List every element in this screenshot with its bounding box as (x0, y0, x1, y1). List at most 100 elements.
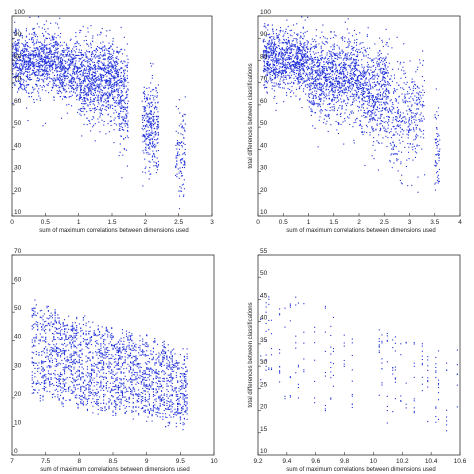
data-point (380, 113, 382, 116)
data-point (20, 86, 22, 88)
data-point (382, 95, 384, 97)
data-point (38, 88, 40, 90)
data-point (84, 103, 86, 105)
data-point (367, 27, 369, 29)
data-point (148, 170, 150, 172)
data-point (370, 87, 372, 89)
data-point (384, 90, 386, 92)
data-point (264, 23, 266, 25)
data-point (369, 74, 371, 76)
data-point (263, 84, 265, 86)
data-point (37, 54, 39, 56)
data-point (279, 78, 281, 80)
data-point (49, 37, 51, 39)
data-point (277, 45, 279, 47)
data-point (342, 85, 344, 87)
data-point (282, 52, 284, 55)
data-point (18, 29, 20, 31)
data-point (281, 71, 283, 73)
data-point (84, 76, 86, 78)
data-point (113, 119, 115, 121)
data-point (303, 62, 306, 64)
data-point (88, 51, 90, 53)
data-point (265, 48, 268, 50)
data-point (21, 83, 23, 86)
data-point (288, 40, 290, 42)
data-point (155, 86, 157, 89)
data-point (35, 74, 37, 76)
data-point (99, 57, 101, 59)
data-point (373, 78, 375, 80)
data-point (80, 86, 82, 88)
data-point (374, 111, 376, 113)
data-point (46, 44, 48, 46)
data-point (275, 76, 277, 78)
data-point (264, 40, 266, 42)
data-point (348, 83, 351, 85)
data-point (148, 144, 150, 146)
data-point (67, 59, 69, 61)
data-point (95, 97, 97, 99)
data-point (276, 60, 278, 62)
data-point (34, 64, 36, 66)
data-point (156, 115, 158, 117)
data-point (298, 73, 300, 75)
data-point (150, 90, 152, 93)
data-point (350, 73, 352, 75)
data-point (100, 32, 102, 34)
data-point (266, 87, 268, 89)
data-point (293, 49, 295, 51)
data-point (347, 97, 349, 99)
data-point (70, 90, 72, 92)
data-point (119, 125, 121, 127)
data-point (44, 61, 46, 64)
data-point (76, 66, 78, 68)
data-point (346, 28, 348, 30)
data-point (292, 54, 294, 56)
data-point (61, 69, 63, 71)
data-point (17, 39, 19, 41)
data-point (155, 90, 157, 92)
data-point (93, 111, 95, 113)
data-point (178, 142, 180, 144)
data-point (273, 72, 275, 74)
data-point (146, 98, 148, 101)
data-point (100, 112, 103, 114)
data-point (342, 64, 344, 66)
data-point (283, 78, 285, 81)
data-point (98, 57, 100, 59)
data-point (16, 63, 18, 65)
data-point (323, 82, 326, 84)
data-point (294, 66, 297, 68)
data-point (314, 77, 317, 79)
data-point (308, 101, 310, 103)
data-point (151, 74, 153, 77)
data-point (325, 89, 327, 91)
data-point (313, 104, 315, 106)
data-point (278, 54, 280, 56)
data-point (309, 101, 311, 103)
data-point (317, 73, 319, 75)
data-point (64, 60, 66, 62)
data-point (330, 46, 332, 48)
data-point (277, 37, 279, 39)
data-point (50, 22, 52, 24)
data-point (326, 79, 328, 81)
data-point (27, 55, 29, 57)
data-point (56, 44, 59, 47)
data-point (14, 61, 17, 63)
data-point (101, 119, 103, 121)
data-point (387, 116, 389, 118)
data-point (30, 67, 32, 69)
data-point (387, 75, 389, 77)
data-point (120, 67, 122, 69)
data-point (123, 82, 125, 84)
data-point (156, 96, 158, 98)
data-point (301, 16, 303, 18)
data-point (99, 112, 101, 114)
data-point (123, 108, 125, 111)
data-point (346, 105, 348, 107)
data-point (107, 101, 109, 103)
data-point (86, 111, 88, 113)
data-point (289, 72, 291, 74)
